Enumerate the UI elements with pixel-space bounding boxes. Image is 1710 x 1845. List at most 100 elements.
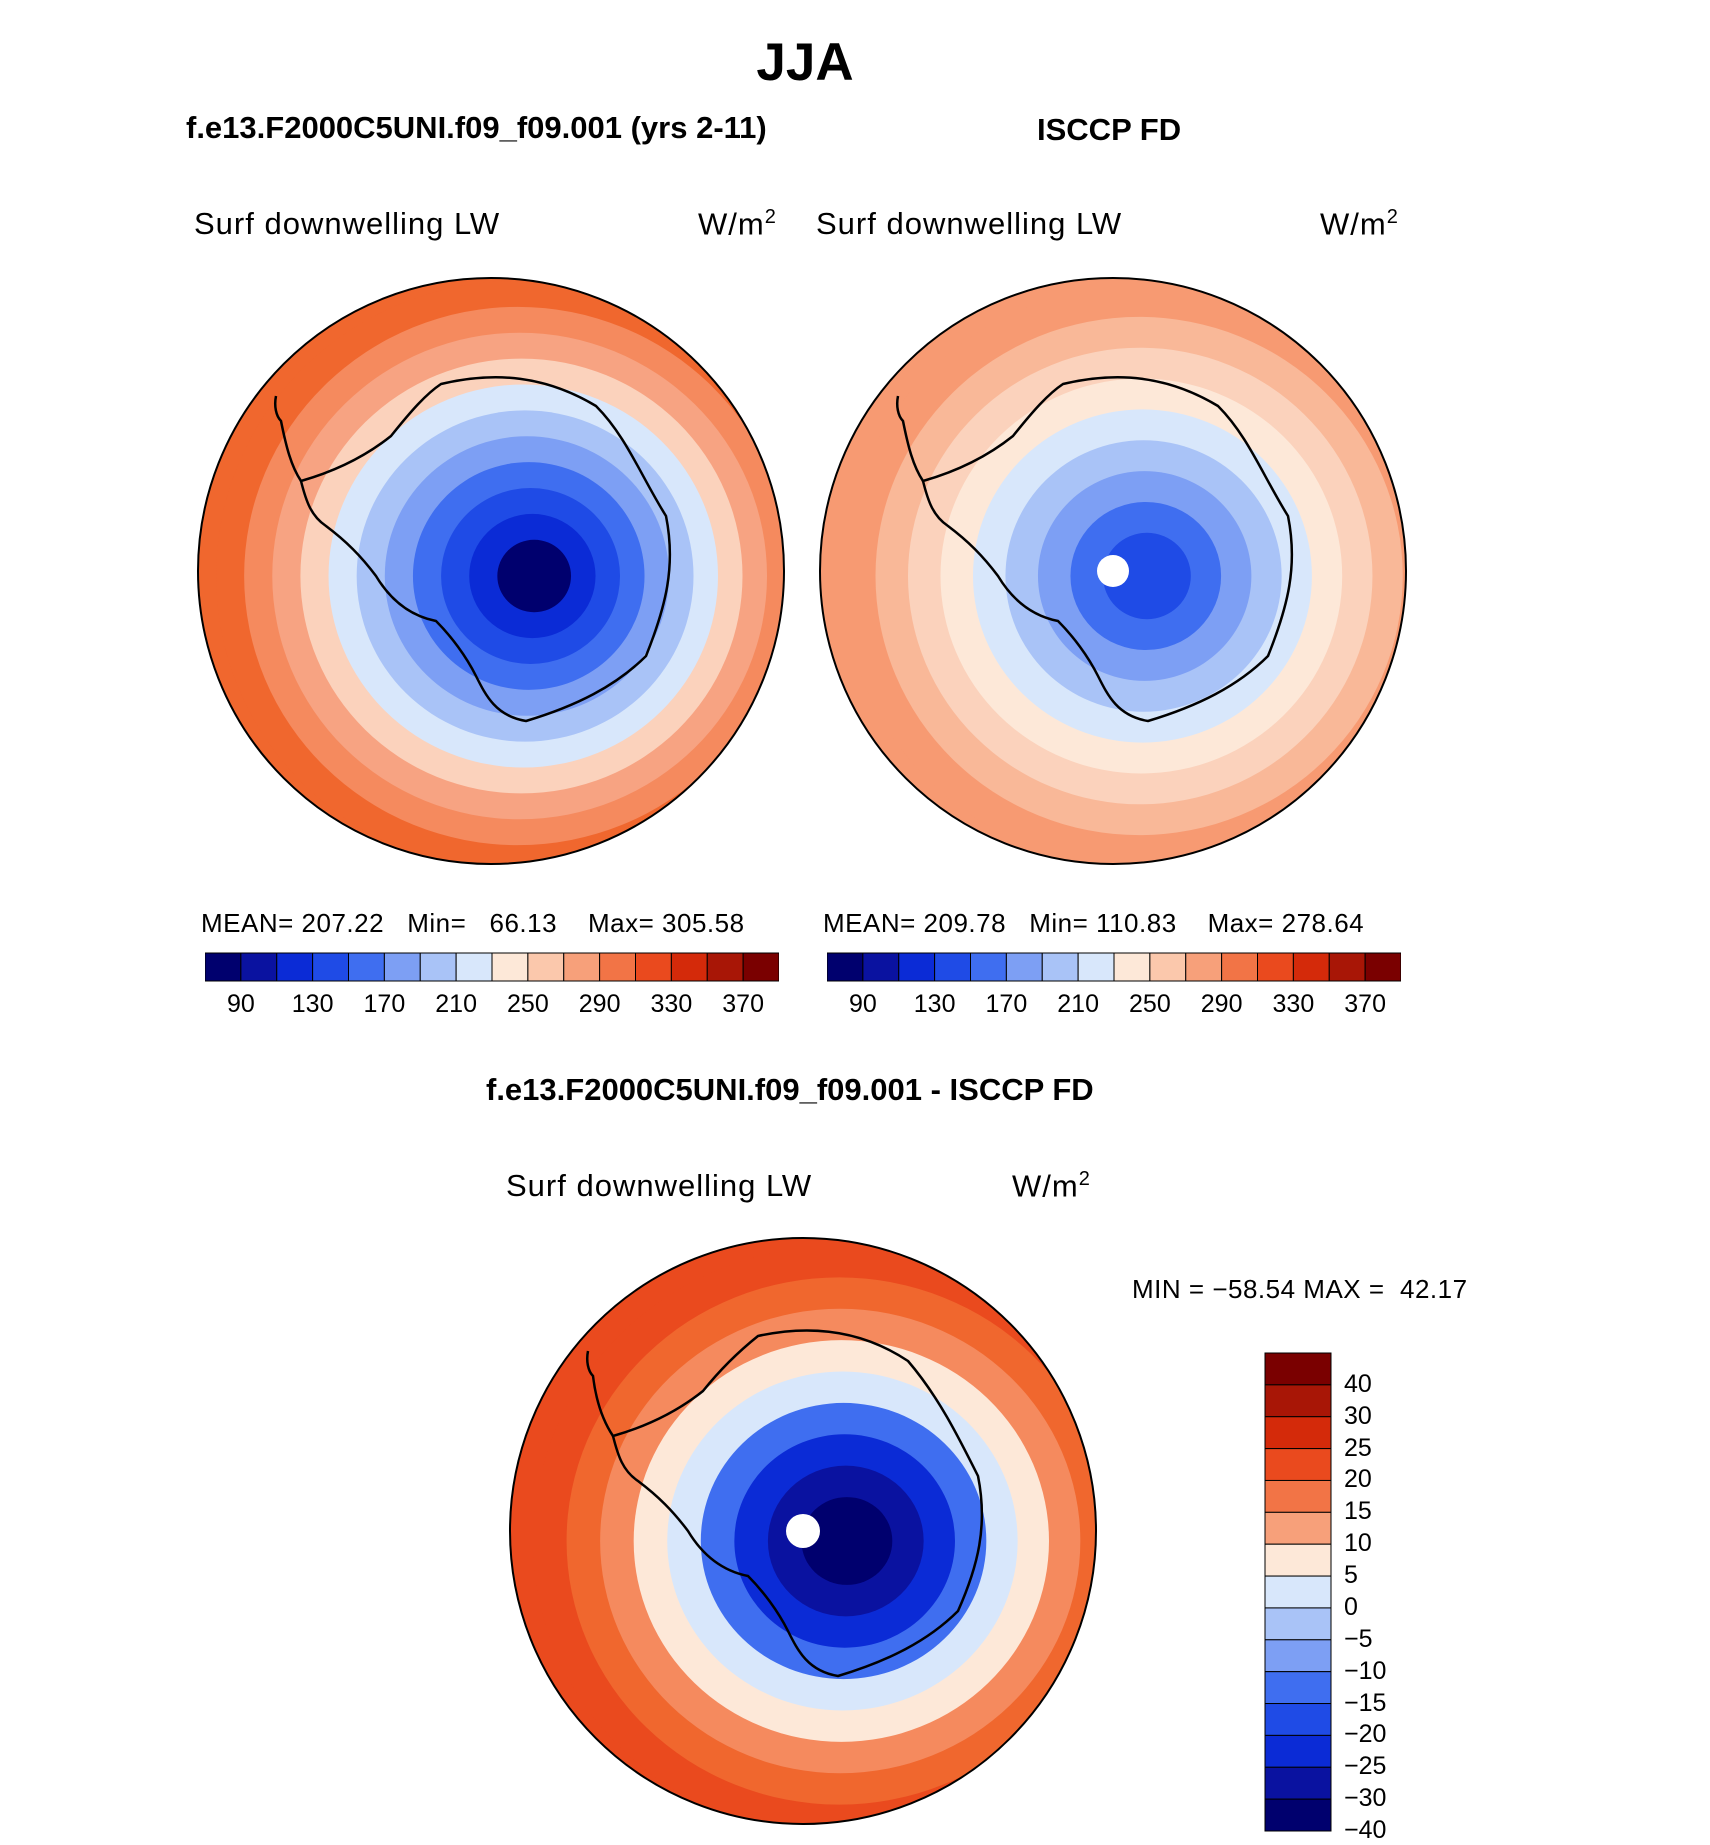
diff-colorbar-tick-label: 0 (1344, 1592, 1358, 1621)
colorbar-tick-label: 250 (1129, 990, 1171, 1018)
diff-antarctica-coastline (611, 1329, 984, 1678)
diff-colorbar-tick-label: 15 (1344, 1497, 1372, 1526)
colorbar-swatch (1077, 952, 1115, 982)
diff-colorbar-tick-label: −5 (1344, 1624, 1373, 1653)
colorbar-swatch (898, 952, 936, 982)
colorbar-swatch (1257, 952, 1294, 982)
colorbar-swatch (348, 952, 385, 982)
diff-colorbar-tick-label: 20 (1344, 1465, 1372, 1494)
diff-colorbar-swatch (1264, 1448, 1332, 1481)
obs-units-label: W/m2 (1320, 206, 1399, 242)
obs-map (818, 276, 1408, 871)
diff-colorbar-tick-label: 40 (1344, 1369, 1372, 1398)
obs-stats: MEAN= 209.78 Min= 110.83 Max= 278.64 (823, 908, 1365, 938)
diff-colorbar-swatch (1264, 1607, 1332, 1641)
colorbar-swatch (599, 952, 636, 982)
diff-colorbar-tick-label: −20 (1344, 1720, 1387, 1749)
diff-colorbar (1264, 1352, 1334, 1837)
colorbar-tick-label: 250 (507, 990, 549, 1018)
diff-min-value: −58.54 (1212, 1274, 1296, 1304)
diff-panel-title: f.e13.F2000C5UNI.f09_f09.001 - ISCCP FD (486, 1072, 1094, 1107)
diff-colorbar-swatch (1264, 1511, 1332, 1545)
colorbar-swatch (1041, 952, 1079, 982)
colorbar-swatch (419, 952, 457, 982)
colorbar-tick-label: 370 (722, 990, 764, 1018)
colorbar-tick-label: 90 (848, 990, 877, 1018)
diff-map (508, 1236, 1098, 1831)
diff-peninsula-coastline (585, 1350, 615, 1437)
model-mean-value: 207.22 (301, 908, 385, 938)
diff-colorbar-swatch (1264, 1352, 1332, 1386)
colorbar-swatch (1113, 952, 1151, 982)
colorbar-swatch (1005, 952, 1043, 982)
colorbar-tick-label: 330 (1272, 990, 1315, 1018)
colorbar-swatch (455, 952, 493, 982)
figure-title: JJA (756, 33, 854, 92)
model-stats: MEAN= 207.22 Min= 66.13 Max= 305.58 (201, 908, 745, 938)
colorbar-swatch (1328, 952, 1366, 982)
diff-max-value: 42.17 (1400, 1274, 1468, 1304)
model-min-value: 66.13 (489, 908, 558, 938)
colorbar-swatch (491, 952, 529, 982)
colorbar-swatch (862, 952, 900, 982)
diff-colorbar-swatch (1264, 1416, 1332, 1450)
diff-colorbar-tick-label: −30 (1344, 1784, 1387, 1813)
obs-pole-hole (1097, 555, 1129, 587)
diff-colorbar-tick-label: −15 (1344, 1688, 1387, 1717)
obs-colorbar-ticks: 90 130 170 210 250 290 330 370 (827, 990, 1401, 1022)
diff-colorbar-tick-label: 30 (1344, 1401, 1372, 1430)
diff-colorbar-swatch (1264, 1734, 1332, 1768)
colorbar-swatch (527, 952, 565, 982)
diff-colorbar-swatch (1264, 1671, 1332, 1705)
colorbar-swatch (934, 952, 971, 982)
diff-colorbar-swatch (1264, 1575, 1332, 1609)
colorbar-swatch (204, 952, 242, 982)
diff-colorbar-swatch (1264, 1703, 1332, 1736)
model-map (196, 276, 786, 871)
contour-band (801, 1497, 893, 1585)
colorbar-swatch (312, 952, 349, 982)
colorbar-swatch (742, 952, 780, 982)
colorbar-swatch (706, 952, 744, 982)
obs-colorbar (826, 952, 1402, 989)
colorbar-tick-label: 210 (435, 990, 477, 1018)
colorbar-swatch (1149, 952, 1187, 982)
contour-band (1102, 532, 1191, 620)
model-map-border (197, 277, 785, 865)
model-colorbar-ticks: 90 130 170 210 250 290 330 370 (205, 990, 779, 1022)
diff-colorbar-tick-label: −40 (1344, 1816, 1387, 1844)
colorbar-swatch (1364, 952, 1402, 982)
colorbar-swatch (826, 952, 864, 982)
colorbar-swatch (563, 952, 601, 982)
diff-colorbar-tick-label: 25 (1344, 1433, 1372, 1462)
colorbar-swatch (1221, 952, 1258, 982)
model-colorbar (204, 952, 780, 989)
model-antarctica-coastline (299, 376, 672, 723)
diff-colorbar-tick-label: 10 (1344, 1529, 1372, 1558)
colorbar-swatch (970, 952, 1007, 982)
colorbar-tick-label: 290 (578, 990, 621, 1018)
diff-colorbar-tick-label: 5 (1344, 1561, 1358, 1590)
model-variable-label: Surf downwelling LW (194, 206, 501, 241)
obs-peninsula-coastline (895, 395, 925, 482)
colorbar-swatch (670, 952, 708, 982)
model-max-value: 305.58 (662, 908, 745, 938)
model-panel-title: f.e13.F2000C5UNI.f09_f09.001 (yrs 2-11) (186, 110, 767, 145)
obs-antarctica-coastline (921, 376, 1294, 723)
colorbar-tick-label: 130 (291, 990, 334, 1018)
colorbar-tick-label: 170 (363, 990, 406, 1018)
obs-min-value: 110.83 (1096, 908, 1177, 938)
diff-variable-label: Surf downwelling LW (506, 1168, 813, 1203)
diff-colorbar-tick-label: −10 (1344, 1656, 1387, 1685)
diff-colorbar-swatch (1264, 1766, 1332, 1800)
colorbar-tick-label: 130 (913, 990, 956, 1018)
colorbar-swatch (1292, 952, 1330, 982)
diff-colorbar-swatch (1264, 1639, 1332, 1673)
obs-max-value: 278.64 (1281, 908, 1365, 938)
obs-variable-label: Surf downwelling LW (816, 206, 1123, 241)
colorbar-swatch (1185, 952, 1223, 982)
diff-pole-hole (786, 1514, 820, 1548)
obs-panel-title: ISCCP FD (1037, 112, 1182, 147)
model-units-label: W/m2 (698, 206, 777, 242)
diff-colorbar-tick-label: −25 (1344, 1752, 1387, 1781)
